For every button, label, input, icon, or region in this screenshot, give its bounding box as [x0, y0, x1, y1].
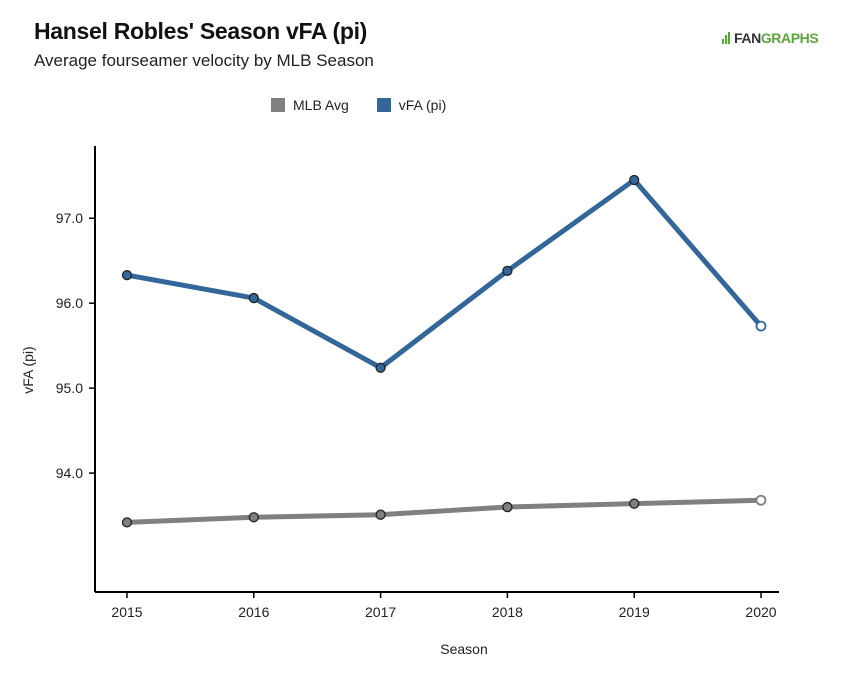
legend-label-vfa: vFA (pi): [398, 97, 447, 113]
legend: MLB Avg vFA (pi): [271, 97, 474, 113]
data-point-vfa[interactable]: [629, 174, 640, 186]
chart-subtitle: Average fourseamer velocity by MLB Seaso…: [34, 51, 374, 70]
fangraphs-logo: FANGRAPHS: [722, 30, 819, 46]
legend-swatch-mlb-avg: [271, 98, 285, 112]
y-tick-label: 95.0: [56, 380, 83, 396]
series-line-mlb-avg: [124, 497, 764, 525]
data-point-vfa[interactable]: [755, 320, 767, 332]
y-tick-label: 97.0: [56, 210, 83, 226]
x-tick-label: 2015: [111, 604, 142, 620]
x-tick-label: 2017: [365, 604, 396, 620]
x-tick-label: 2018: [492, 604, 523, 620]
y-axis-title: vFA (pi): [20, 346, 36, 393]
bar-chart-icon: [722, 32, 732, 44]
y-tick-label: 96.0: [56, 295, 83, 311]
x-tick-label: 2016: [238, 604, 269, 620]
series-line-vfa: [124, 177, 764, 371]
x-tick-label: 2020: [745, 604, 776, 620]
brand-suffix: GRAPHS: [760, 30, 819, 46]
x-axis-title: Season: [440, 641, 487, 657]
legend-item-mlb-avg[interactable]: MLB Avg: [271, 97, 349, 113]
data-point-mlb-avg[interactable]: [375, 509, 386, 520]
y-tick-label: 94.0: [56, 465, 83, 481]
x-tick-label: 2019: [619, 604, 650, 620]
data-point-vfa[interactable]: [248, 292, 259, 304]
data-point-mlb-avg[interactable]: [502, 501, 513, 513]
legend-swatch-vfa: [376, 98, 391, 112]
legend-label-mlb-avg: MLB Avg: [293, 97, 349, 113]
data-point-vfa[interactable]: [375, 362, 386, 373]
chart-title: Hansel Robles' Season vFA (pi): [34, 18, 368, 44]
data-point-mlb-avg[interactable]: [248, 512, 259, 523]
data-point-mlb-avg[interactable]: [755, 494, 767, 506]
data-point-vfa[interactable]: [502, 265, 513, 277]
data-point-mlb-avg[interactable]: [629, 498, 640, 509]
brand-prefix: FAN: [734, 30, 761, 46]
legend-item-vfa[interactable]: vFA (pi): [376, 97, 447, 113]
data-point-vfa[interactable]: [121, 269, 133, 281]
data-point-mlb-avg[interactable]: [121, 517, 133, 528]
